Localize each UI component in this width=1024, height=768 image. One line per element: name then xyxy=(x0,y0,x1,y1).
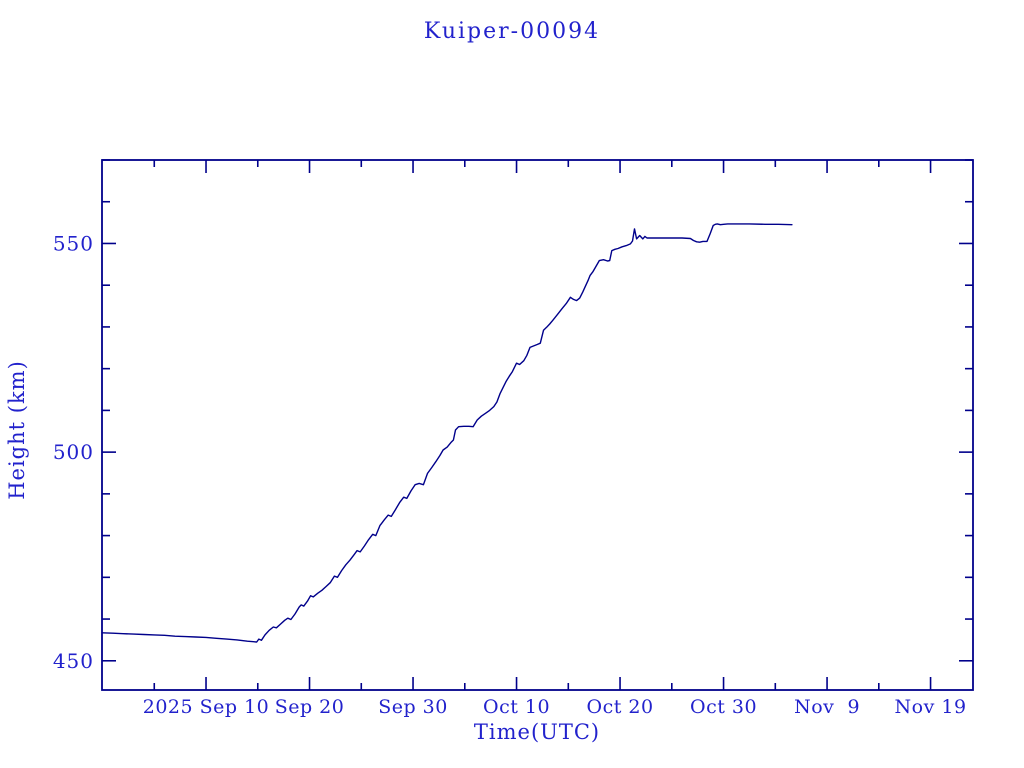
x-tick-label: Sep 30 xyxy=(378,696,448,718)
x-tick-label: Nov 9 xyxy=(794,696,860,718)
x-axis-label: Time(UTC) xyxy=(473,720,601,744)
x-tick-label: 2025 Sep 10 xyxy=(143,696,270,718)
plot-border xyxy=(101,159,974,691)
y-tick-label: 450 xyxy=(53,649,94,673)
x-tick-label: Sep 20 xyxy=(275,696,345,718)
y-axis-label: Height (km) xyxy=(5,360,29,500)
x-tick-label: Oct 10 xyxy=(483,696,550,718)
y-tick-label: 550 xyxy=(53,231,94,255)
chart-title: Kuiper-00094 xyxy=(423,19,601,44)
x-tick-label: Oct 20 xyxy=(587,696,654,718)
height-data-line xyxy=(101,223,793,643)
x-tick-label: Nov 19 xyxy=(895,696,967,718)
x-tick-label: Oct 30 xyxy=(690,696,757,718)
y-tick-label: 500 xyxy=(53,440,94,464)
